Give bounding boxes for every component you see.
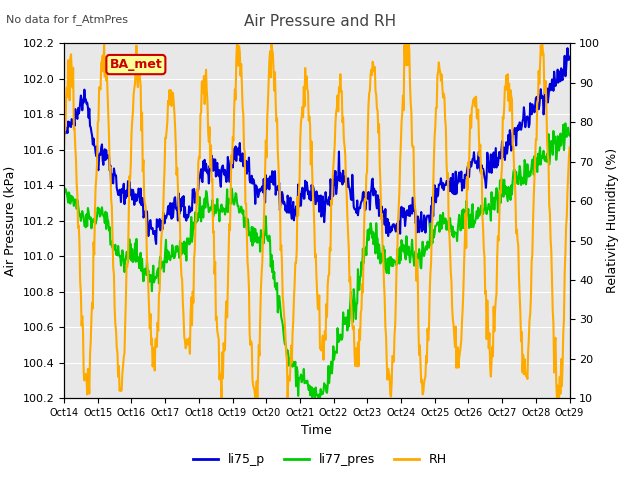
Y-axis label: Relativity Humidity (%): Relativity Humidity (%) (606, 148, 619, 293)
X-axis label: Time: Time (301, 424, 332, 437)
Legend: li75_p, li77_pres, RH: li75_p, li77_pres, RH (188, 448, 452, 471)
Text: Air Pressure and RH: Air Pressure and RH (244, 14, 396, 29)
Text: No data for f_AtmPres: No data for f_AtmPres (6, 14, 129, 25)
Y-axis label: Air Pressure (kPa): Air Pressure (kPa) (4, 166, 17, 276)
Text: BA_met: BA_met (109, 58, 163, 71)
